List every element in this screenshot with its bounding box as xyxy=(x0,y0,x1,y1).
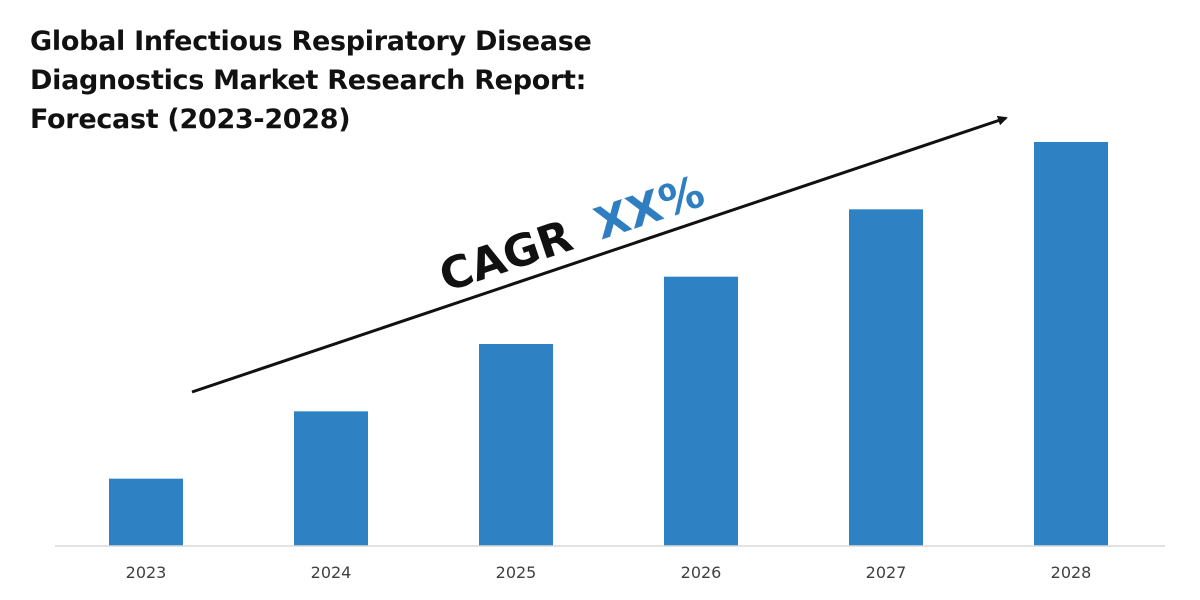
x-tick-label-2028: 2028 xyxy=(1051,563,1092,582)
bar-2028 xyxy=(1034,142,1108,546)
x-tick-label-2025: 2025 xyxy=(496,563,537,582)
x-tick-labels: 2023 2024 2025 2026 2027 2028 xyxy=(126,563,1092,582)
bars-group xyxy=(109,142,1108,547)
title-line-1: Global Infectious Respiratory Disease xyxy=(30,26,592,57)
bar-2024 xyxy=(294,411,368,546)
cagr-label: CAGR xyxy=(433,211,578,303)
x-tick-label-2023: 2023 xyxy=(126,563,167,582)
bar-2026 xyxy=(664,276,738,546)
title-line-2: Diagnostics Market Research Report: xyxy=(30,65,587,96)
x-tick-label-2027: 2027 xyxy=(866,563,907,582)
bar-2023 xyxy=(109,478,183,546)
x-tick-label-2026: 2026 xyxy=(681,563,722,582)
chart-title: Global Infectious Respiratory Disease Di… xyxy=(30,22,650,139)
growth-trend-arrow xyxy=(191,115,1008,394)
title-line-3: Forecast (2023-2028) xyxy=(30,104,351,135)
bar-2027 xyxy=(849,209,923,547)
x-tick-label-2024: 2024 xyxy=(311,563,352,582)
bar-2025 xyxy=(479,344,553,546)
